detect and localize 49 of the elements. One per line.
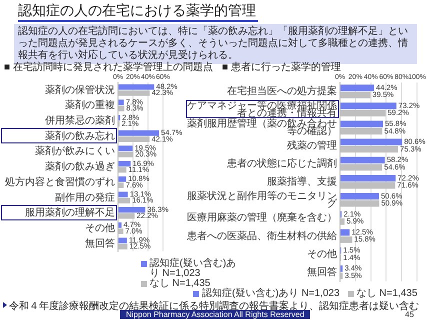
y-tick-label: 無回答 (307, 266, 337, 278)
bar (118, 192, 128, 198)
legend-label: なし N=1,435 (150, 278, 210, 289)
y-tick-label: 薬剤の飲み忘れ (45, 130, 115, 142)
text: 認知症の人の在宅訪問においては、特に「薬の飲み忘れ」「服用薬剤の理解不足」といった問題点が発見されるケースが多く、そういった問題点に対して多職種との連携、情報共有を行い対応している状況が見受けられる。 (18, 26, 408, 61)
y-tick-label: 薬剤が飲みにくい (35, 145, 115, 158)
y-tick-label: 併用禁忌の薬剤 (45, 114, 115, 127)
y-tick-label: 処方内容と食習慣のずれ (5, 176, 115, 188)
bar (340, 84, 374, 92)
bar (340, 138, 402, 146)
y-tick-label: 残薬の管理 (287, 139, 337, 152)
bar (340, 120, 383, 128)
y-tick-label: 薬剤服用歴管理（薬の飲み合わせ等の確認） (187, 118, 337, 138)
y-tick-label: 薬剤の重複 (65, 99, 115, 112)
y-tick-label: 在宅担当医への処方提案 (227, 85, 337, 98)
text: Nippon Pharmacy Association All Rights Reserved (120, 310, 310, 319)
bar (340, 193, 379, 200)
legend-label: 認知症(疑い含む)あり N=1,023 (202, 288, 340, 299)
y-tick-label: その他 (307, 248, 337, 260)
legend-label: 認知症(疑い含む)あり N=1,023 (150, 258, 238, 279)
text: 45 (405, 310, 414, 319)
bar (118, 222, 122, 228)
bar (118, 130, 160, 136)
bar (118, 207, 146, 213)
y-tick-label: 医療用麻薬の管理（廃棄を含む） (187, 212, 337, 224)
bar (340, 229, 350, 236)
y-tick-label: 無回答 (85, 237, 115, 250)
y-tick-label: 副作用の発症 (55, 191, 115, 204)
chart-title: ■ 患者に行った薬学的管理 (222, 60, 341, 74)
y-tick-label: 服薬状況と副作用等のモニタリング (187, 190, 338, 210)
legend-label: なし N=1,435 (356, 288, 418, 299)
bar (118, 100, 124, 106)
bar (118, 160, 131, 167)
bar (340, 102, 396, 110)
bar (340, 174, 396, 182)
bar (118, 146, 133, 152)
bar (340, 156, 385, 164)
chart-title: ■ 在宅訪問時に発見された薬学管理上の問題点 (4, 60, 213, 74)
bar (118, 238, 127, 244)
y-tick-label: 患者の状態に応じた調剤 (226, 158, 337, 170)
bar (118, 176, 126, 182)
y-tick-label: 服用薬剤の理解不足 (25, 206, 115, 219)
y-tick-label: 薬剤の飲み過ぎ (45, 160, 115, 173)
y-tick-label: その他 (85, 222, 115, 234)
y-tick-label: 薬剤の保管状況 (45, 84, 115, 96)
bar (118, 84, 154, 90)
text: 認知症の人の在宅における薬学的管理 (18, 2, 256, 20)
y-tick-label: 患者への医薬品、衛生材料の供給 (186, 230, 337, 242)
y-tick-label: 服薬指導、支援 (267, 176, 337, 188)
